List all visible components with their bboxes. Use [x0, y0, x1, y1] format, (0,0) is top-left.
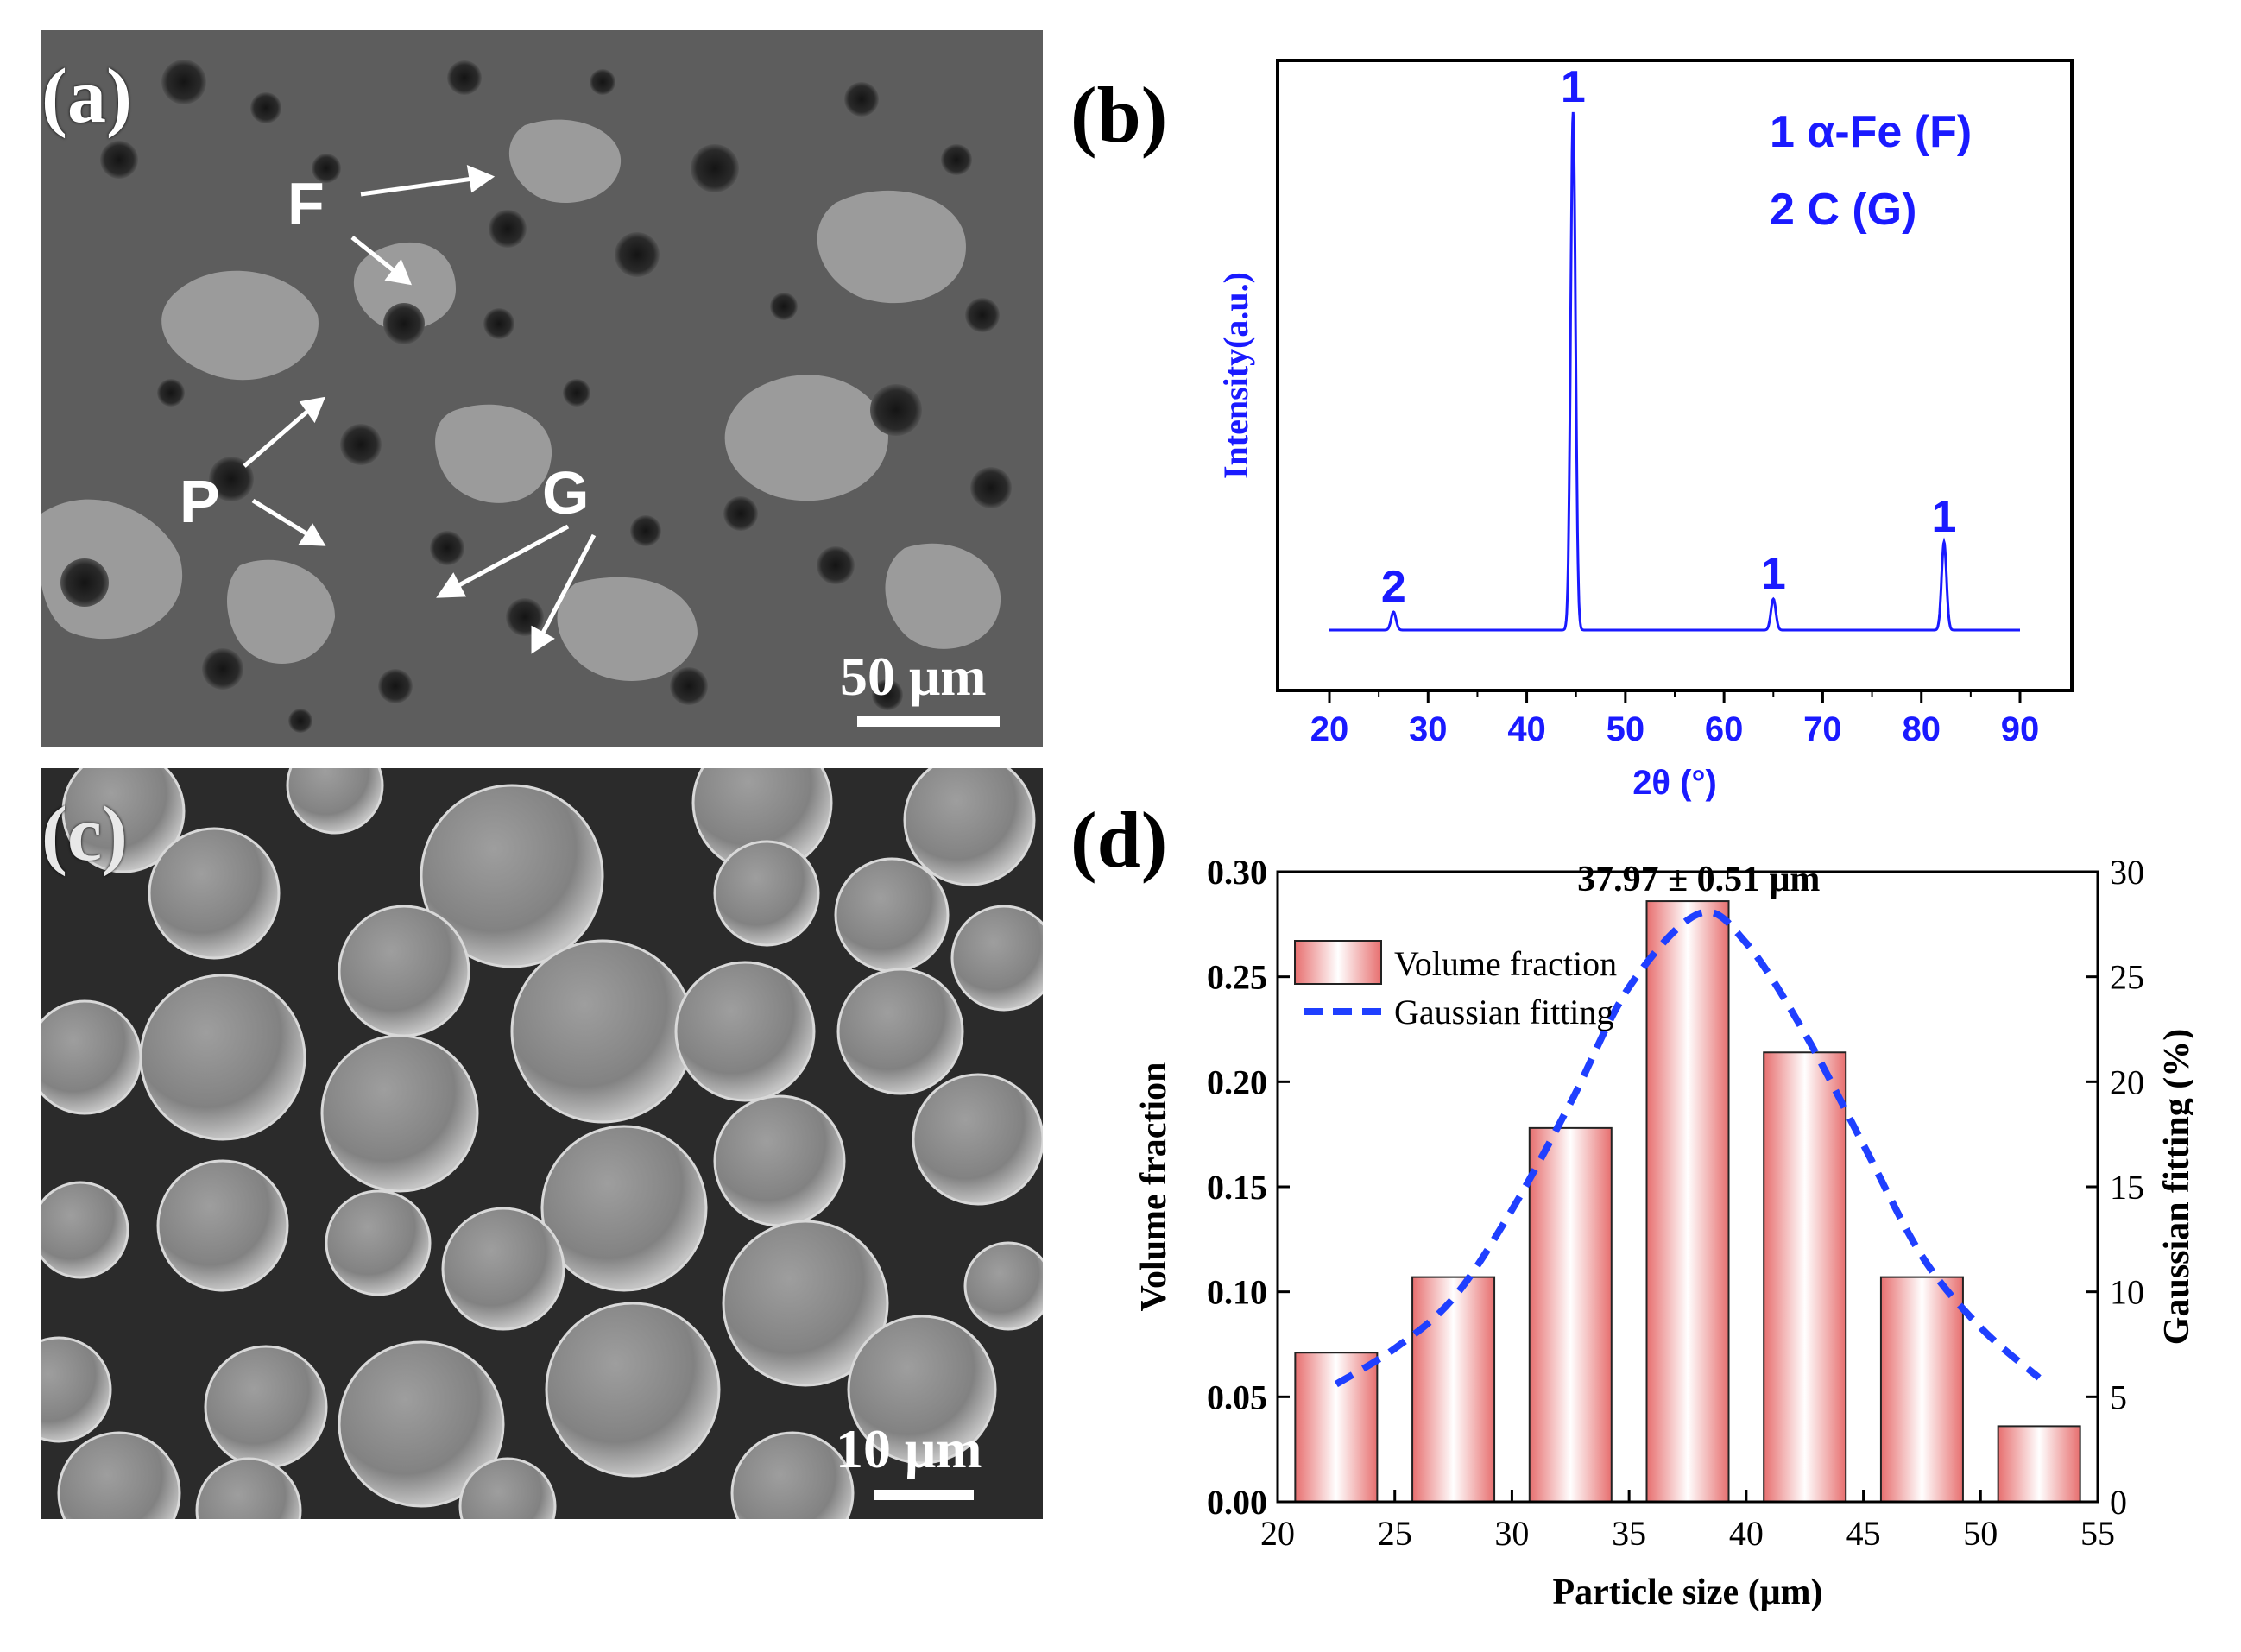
scalebar-c — [874, 1490, 974, 1500]
hist-x-tick-label: 25 — [1378, 1514, 1412, 1553]
legend-bar-swatch — [1294, 940, 1382, 985]
hist-x-tick-label: 40 — [1729, 1514, 1764, 1553]
histogram-bar — [1528, 1126, 1613, 1503]
histogram-bar — [1879, 1276, 1964, 1504]
histogram-bar — [1997, 1425, 2081, 1504]
hist-y-tick-label: 0.00 — [1207, 1483, 1267, 1522]
label-g: G — [542, 459, 589, 526]
hist-x-tick-label: 45 — [1846, 1514, 1881, 1553]
xrd-x-tick-label: 60 — [1705, 710, 1744, 748]
graphite-nodules — [60, 60, 1012, 733]
scalebar-a — [857, 716, 1000, 727]
hist-x-tick-label: 30 — [1494, 1514, 1529, 1553]
hist-y-right-tick-label: 25 — [2110, 958, 2144, 997]
hist-y-right-tick-label: 5 — [2110, 1378, 2127, 1416]
scalebar-c-label: 10 μm — [836, 1418, 982, 1479]
xrd-pattern-line — [1329, 111, 2020, 632]
xrd-x-tick-label: 80 — [1902, 710, 1941, 748]
xrd-legend-entry: 2 C (G) — [1770, 185, 1916, 235]
label-p: P — [180, 468, 220, 535]
xrd-x-tick-label: 20 — [1310, 710, 1349, 748]
xrd-peak-label: 1 — [1932, 492, 1957, 542]
xrd-x-axis-title: 2θ (°) — [1632, 764, 1717, 802]
pearlite-regions — [41, 119, 1001, 681]
particle-size-chart: 20 25 30 35 40 45 50 550.000.050.100.150.200.25… — [1134, 853, 2193, 1612]
annotation-arrows — [243, 164, 597, 654]
hist-x-tick-label: 20 — [1260, 1514, 1295, 1553]
scalebar-a-label: 50 μm — [840, 646, 987, 707]
xrd-peak-label: 1 — [1561, 62, 1586, 112]
histogram-bar — [1294, 1352, 1379, 1503]
powder-particles — [41, 768, 1043, 1519]
hist-y-tick-label: 0.10 — [1207, 1273, 1267, 1312]
xrd-chart: 20 30 40 50 60 70 80 90 2θ (°) Intensity(a.u.) 2 1 1… — [1216, 59, 2074, 802]
xrd-x-tick-label: 90 — [2001, 710, 2040, 748]
hist-y-tick-label: 0.25 — [1207, 958, 1267, 997]
hist-y-tick-label: 0.05 — [1207, 1378, 1267, 1416]
hist-y-right-tick-label: 0 — [2110, 1483, 2127, 1522]
histogram-bar — [1411, 1276, 1496, 1504]
hist-x-tick-label: 50 — [1963, 1514, 1998, 1553]
label-f: F — [287, 170, 325, 237]
hist-y-right-tick-label: 20 — [2110, 1062, 2144, 1101]
panel-a-micrograph: F P G 50 μm — [41, 30, 1043, 747]
hist-y-tick-label: 0.30 — [1207, 853, 1267, 892]
panel-b-label: (b) — [1070, 71, 1168, 159]
panel-a-label: (a) — [41, 54, 132, 139]
hist-y-right-tick-label: 30 — [2110, 853, 2144, 892]
xrd-legend-entry: 1 α-Fe (F) — [1770, 107, 1972, 157]
hist-y-right-axis-title: Gaussian fitting (%) — [2157, 1029, 2193, 1345]
hist-mean-annotation: 37.97 ± 0.51 μm — [1577, 860, 1820, 899]
panel-d-label: (d) — [1070, 796, 1168, 884]
xrd-x-tick-label: 40 — [1507, 710, 1546, 748]
xrd-x-tick-label: 30 — [1409, 710, 1448, 748]
hist-x-tick-label: 35 — [1612, 1514, 1646, 1553]
xrd-peak-label: 2 — [1381, 562, 1406, 612]
legend-line-label: Gaussian fitting — [1394, 993, 1613, 1031]
hist-y-tick-label: 0.20 — [1207, 1062, 1267, 1101]
hist-x-tick-label: 55 — [2080, 1514, 2115, 1553]
hist-y-right-tick-label: 15 — [2110, 1168, 2144, 1207]
panel-c-micrograph: 10 μm — [41, 768, 1043, 1519]
panel-c-label: (c) — [41, 791, 128, 877]
hist-x-axis-title: Particle size (μm) — [1553, 1573, 1823, 1612]
xrd-x-tick-label: 70 — [1803, 710, 1842, 748]
hist-y-tick-label: 0.15 — [1207, 1168, 1267, 1207]
hist-y-right-tick-label: 10 — [2110, 1273, 2144, 1312]
gaussian-fit-line — [1334, 908, 2042, 1388]
xrd-y-axis-title: Intensity(a.u.) — [1216, 272, 1255, 479]
xrd-peak-label: 1 — [1761, 549, 1786, 599]
xrd-x-tick-label: 50 — [1607, 710, 1645, 748]
histogram-bar — [1763, 1051, 1847, 1503]
legend-bar-label: Volume fraction — [1394, 944, 1617, 983]
hist-y-axis-title: Volume fraction — [1134, 1062, 1174, 1312]
histogram-bar — [1645, 900, 1730, 1504]
